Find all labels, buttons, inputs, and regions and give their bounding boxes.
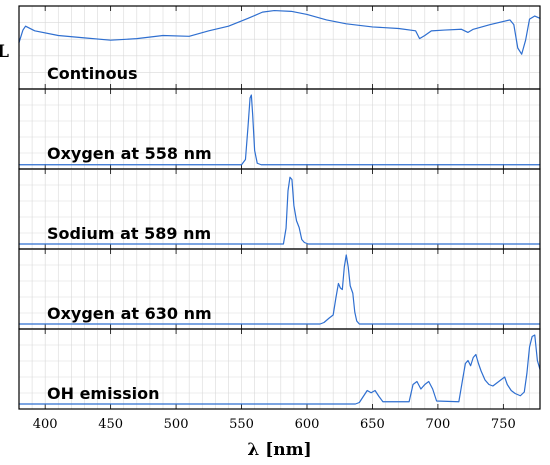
- panel-5: OH emission: [19, 329, 540, 409]
- x-tick-label: 450: [98, 417, 123, 432]
- panel-label: Oxygen at 630 nm: [47, 304, 212, 323]
- x-tick-label: 400: [33, 417, 58, 432]
- x-tick-label: 600: [295, 417, 320, 432]
- panel-3: Sodium at 589 nm: [19, 169, 540, 249]
- panel-label: OH emission: [47, 384, 159, 403]
- panel-1: Continous: [19, 6, 540, 89]
- panel-label: Oxygen at 558 nm: [47, 144, 212, 163]
- spectrum-line: [19, 11, 540, 55]
- panel-2: Oxygen at 558 nm: [19, 89, 540, 169]
- x-axis-label: λ [nm]: [247, 440, 311, 460]
- panel-4: Oxygen at 630 nm: [19, 249, 540, 329]
- x-tick-label: 650: [360, 417, 385, 432]
- x-tick-label: 500: [164, 417, 189, 432]
- x-tick-label: 700: [425, 417, 450, 432]
- panel-label: Sodium at 589 nm: [47, 224, 211, 243]
- y-axis-label: L: [0, 42, 9, 62]
- x-tick-label: 550: [229, 417, 254, 432]
- panel-label: Continous: [47, 64, 138, 83]
- x-tick-label: 750: [491, 417, 516, 432]
